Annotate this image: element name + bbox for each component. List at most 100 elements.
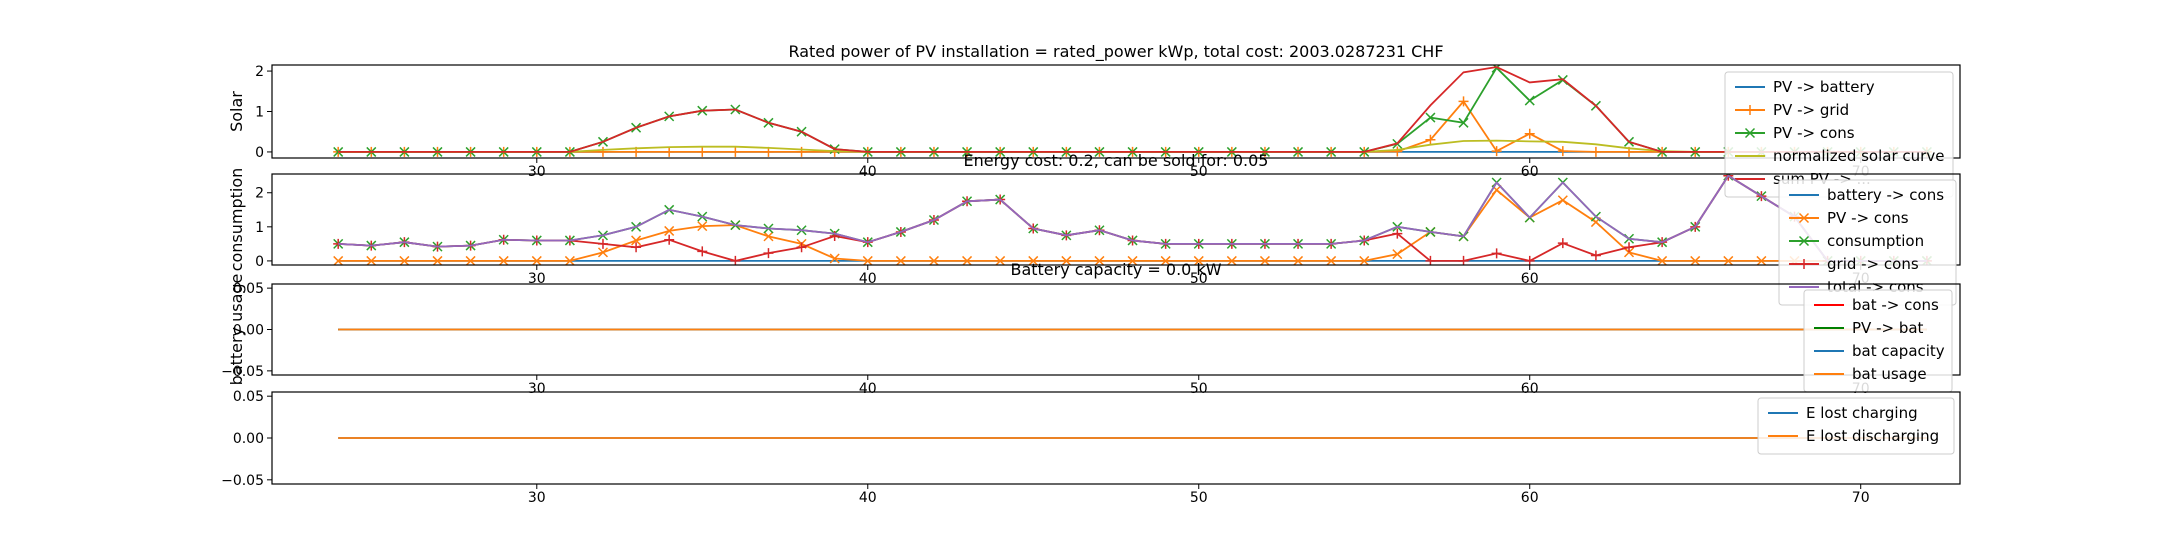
series-group	[333, 65, 1932, 157]
data-point	[1094, 255, 1105, 265]
data-point	[1226, 255, 1237, 265]
legend-label: E lost discharging	[1806, 427, 1939, 445]
legend-label: normalized solar curve	[1773, 147, 1944, 165]
y-tick-label: 0	[255, 254, 264, 270]
legend-label: bat -> cons	[1852, 296, 1939, 314]
legend-label: E lost charging	[1806, 404, 1918, 422]
data-point	[664, 225, 675, 236]
plot-frame	[271, 173, 1961, 266]
data-point	[631, 242, 642, 253]
data-point	[1392, 146, 1403, 157]
x-tick-label: 30	[528, 490, 546, 506]
data-point	[1061, 255, 1072, 265]
y-tick-label: 0.00	[233, 431, 264, 447]
data-point	[1425, 112, 1436, 123]
legend-marker	[1799, 259, 1809, 269]
data-point	[1425, 134, 1436, 145]
x-tick-label: 60	[1521, 164, 1539, 180]
data-point	[862, 255, 873, 265]
chart-title: Energy cost: 0.2, can be sold for: 0.05	[964, 151, 1269, 170]
data-point	[697, 146, 708, 157]
x-tick-label: 50	[1190, 490, 1208, 506]
data-point	[1557, 146, 1568, 157]
y-tick-label: 0.05	[233, 281, 264, 297]
x-tick-label: 60	[1521, 490, 1539, 506]
y-tick-label: 0.05	[233, 389, 264, 405]
data-point	[498, 255, 509, 265]
x-tick-label: 50	[1190, 381, 1208, 397]
series-line-4	[338, 174, 1927, 262]
x-tick-label: 30	[528, 164, 546, 180]
data-point	[1392, 249, 1403, 260]
data-point	[1293, 255, 1304, 265]
panel-2: 3040506070012consumptionbattery -> consP…	[227, 168, 1961, 306]
series-line-5	[338, 66, 1927, 153]
data-point	[928, 255, 939, 265]
legend-label: consumption	[1827, 232, 1924, 250]
data-point	[895, 255, 906, 265]
x-tick-label: 40	[859, 381, 877, 397]
panel-4: 30 40 50 60 70−0.050.000.05E lost chargingE …	[221, 389, 1961, 506]
legend-label: bat usage	[1852, 365, 1927, 383]
y-axis-label: consumption	[227, 168, 246, 272]
data-point	[1524, 255, 1535, 265]
legend-label: grid -> cons	[1827, 255, 1919, 273]
data-point	[1458, 117, 1469, 128]
legend-label: PV -> cons	[1773, 124, 1855, 142]
y-tick-label: 0	[255, 145, 264, 161]
legend-marker	[1744, 127, 1756, 139]
data-point	[1127, 255, 1138, 265]
legend-marker	[1798, 212, 1810, 224]
legend: bat -> cons PV -> bat bat capacity bat usag…	[1803, 289, 1953, 393]
legend-label: battery -> cons	[1827, 186, 1944, 204]
data-point	[597, 146, 608, 157]
legend-label: bat capacity	[1852, 342, 1945, 360]
x-tick-label: 50	[1190, 271, 1208, 287]
data-point	[1590, 250, 1601, 261]
data-point	[1557, 195, 1568, 206]
y-tick-label: −0.05	[221, 364, 264, 380]
data-point	[1458, 96, 1469, 107]
series-line-3	[338, 66, 1927, 153]
x-tick-label: 70	[1852, 490, 1870, 506]
data-point	[1491, 248, 1502, 259]
x-tick-label: 60	[1521, 271, 1539, 287]
x-tick-label: 40	[859, 271, 877, 287]
data-point	[730, 255, 741, 265]
data-point	[730, 146, 741, 157]
data-point	[1557, 238, 1568, 249]
data-point	[1491, 146, 1502, 157]
y-axis-label: Solar	[227, 91, 246, 132]
legend: PV -> battery PV -> grid PV -> cons normali…	[1724, 71, 1954, 198]
series-line-5	[338, 174, 1927, 262]
y-tick-label: −0.05	[221, 473, 264, 489]
data-point	[1590, 146, 1601, 157]
y-axis-label: battery usage	[227, 274, 246, 386]
data-point	[366, 255, 377, 265]
chart-title: Battery capacity = 0.0 kW	[1010, 260, 1221, 279]
x-tick-label: 40	[859, 164, 877, 180]
data-point	[1392, 228, 1403, 239]
legend-label: PV -> grid	[1773, 101, 1849, 119]
y-tick-label: 2	[255, 64, 264, 80]
data-point	[1359, 255, 1370, 265]
legend-marker	[1798, 235, 1810, 247]
data-point	[664, 146, 675, 157]
data-point	[399, 255, 410, 265]
data-point	[1524, 95, 1535, 106]
data-point	[333, 146, 344, 157]
data-point	[333, 255, 344, 265]
data-point	[962, 255, 973, 265]
data-point	[1624, 242, 1635, 253]
data-point	[763, 231, 774, 242]
data-point	[1028, 255, 1039, 265]
legend-label: PV -> cons	[1827, 209, 1909, 227]
data-point	[1623, 247, 1635, 258]
series-line-3	[338, 174, 1927, 262]
data-point	[1524, 128, 1535, 139]
data-point	[1756, 255, 1767, 265]
data-point	[631, 235, 642, 246]
data-point	[465, 255, 476, 265]
legend-marker	[1745, 105, 1755, 115]
